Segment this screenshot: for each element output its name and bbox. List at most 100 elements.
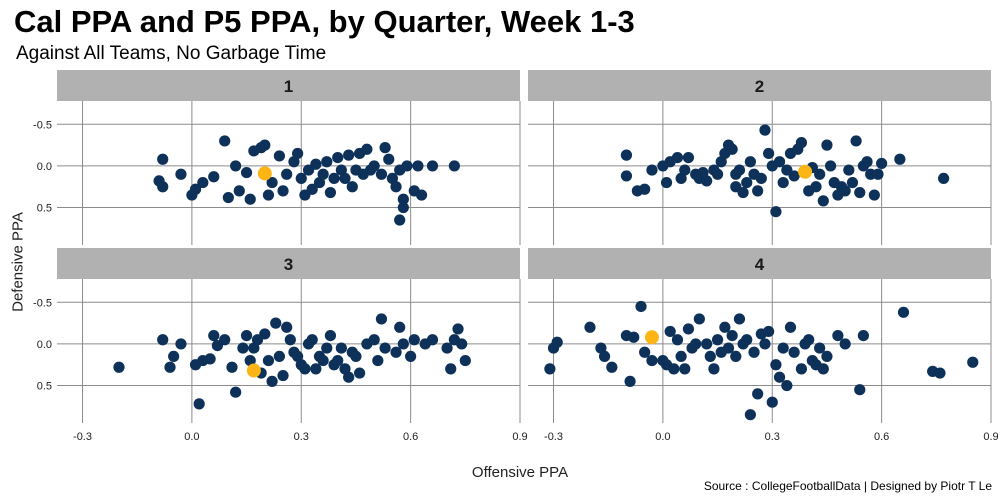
p5-point bbox=[551, 336, 563, 348]
y-tick-label: -0.5 bbox=[33, 119, 52, 131]
p5-point bbox=[668, 363, 680, 375]
p5-point bbox=[682, 152, 695, 164]
p5-point bbox=[157, 334, 169, 346]
p5-point bbox=[824, 160, 837, 172]
p5-point bbox=[197, 176, 209, 189]
p5-point bbox=[544, 363, 556, 375]
p5-point bbox=[448, 160, 460, 172]
p5-point bbox=[646, 354, 658, 367]
chart-title: Cal PPA and P5 PPA, by Quarter, Week 1-3 bbox=[14, 4, 635, 39]
p5-point bbox=[270, 317, 282, 329]
p5-point bbox=[744, 409, 756, 421]
p5-point bbox=[397, 193, 409, 205]
p5-point bbox=[452, 323, 464, 335]
p5-point bbox=[237, 342, 249, 354]
p5-point bbox=[679, 164, 691, 176]
p5-point bbox=[854, 186, 866, 199]
p5-point bbox=[343, 371, 355, 383]
p5-point bbox=[222, 191, 234, 204]
facet-strip bbox=[57, 70, 520, 101]
cal-point bbox=[246, 363, 261, 378]
p5-point bbox=[664, 325, 676, 338]
p5-point bbox=[744, 156, 756, 168]
p5-point bbox=[795, 137, 808, 149]
p5-point bbox=[259, 139, 271, 151]
facet-strip-label: 4 bbox=[755, 255, 765, 274]
p5-point bbox=[846, 176, 859, 189]
y-tick-label: 0.0 bbox=[37, 161, 52, 173]
chart-subtitle: Against All Teams, No Garbage Time bbox=[16, 43, 327, 64]
p5-point bbox=[639, 183, 651, 195]
p5-point bbox=[788, 170, 800, 182]
p5-point bbox=[660, 176, 673, 189]
p5-point bbox=[394, 214, 406, 226]
p5-point bbox=[872, 168, 884, 180]
p5-point bbox=[795, 363, 808, 375]
p5-point bbox=[704, 350, 716, 363]
p5-point bbox=[353, 367, 366, 379]
p5-point bbox=[777, 342, 789, 354]
p5-point bbox=[857, 330, 870, 342]
p5-point bbox=[175, 168, 187, 180]
p5-point bbox=[584, 321, 596, 333]
p5-point bbox=[208, 330, 220, 342]
p5-point bbox=[894, 153, 906, 165]
p5-point bbox=[405, 350, 417, 363]
p5-point bbox=[383, 153, 395, 165]
p5-point bbox=[682, 323, 695, 335]
p5-point bbox=[277, 185, 289, 197]
y-axis-label: Defensive PPA bbox=[9, 212, 27, 312]
p5-point bbox=[375, 313, 388, 325]
p5-point bbox=[445, 363, 457, 375]
y-tick-label: 0.5 bbox=[37, 203, 52, 215]
p5-point bbox=[324, 186, 337, 199]
p5-point bbox=[733, 164, 746, 176]
p5-point bbox=[832, 330, 844, 342]
p5-point bbox=[259, 328, 271, 340]
p5-point bbox=[397, 338, 409, 350]
p5-point bbox=[273, 350, 285, 363]
p5-point bbox=[843, 164, 855, 176]
p5-point bbox=[752, 388, 764, 400]
p5-point bbox=[759, 124, 771, 136]
p5-point bbox=[175, 338, 187, 350]
p5-point bbox=[281, 168, 293, 180]
x-tick-label: 0.0 bbox=[184, 431, 199, 443]
p5-point bbox=[967, 356, 979, 368]
p5-point bbox=[854, 384, 866, 396]
p5-point bbox=[346, 181, 358, 193]
x-tick-label: 0.6 bbox=[874, 431, 889, 443]
p5-point bbox=[456, 338, 468, 350]
facet-strip-label: 2 bbox=[755, 77, 764, 96]
cal-point bbox=[257, 166, 272, 181]
facet-strip-label: 3 bbox=[284, 255, 293, 274]
p5-point bbox=[113, 361, 125, 373]
x-tick-label: 0.6 bbox=[403, 431, 418, 443]
p5-point bbox=[755, 172, 767, 185]
p5-point bbox=[233, 185, 245, 197]
p5-point bbox=[897, 306, 910, 318]
x-tick-label: 0.3 bbox=[294, 431, 309, 443]
p5-point bbox=[821, 350, 833, 363]
p5-point bbox=[770, 359, 782, 371]
p5-point bbox=[317, 354, 329, 367]
y-tick-label: -0.5 bbox=[33, 297, 52, 309]
p5-point bbox=[839, 338, 851, 350]
p5-point bbox=[814, 342, 826, 354]
p5-point bbox=[230, 386, 242, 398]
p5-point bbox=[733, 313, 746, 325]
facet-strip bbox=[57, 248, 520, 279]
p5-point bbox=[773, 371, 786, 383]
p5-point bbox=[379, 142, 391, 154]
p5-point bbox=[306, 183, 318, 195]
p5-point bbox=[168, 350, 180, 363]
p5-point bbox=[934, 367, 946, 379]
p5-point bbox=[317, 168, 329, 180]
p5-point bbox=[784, 321, 797, 333]
p5-point bbox=[157, 153, 169, 165]
p5-point bbox=[938, 172, 950, 185]
p5-point bbox=[788, 346, 800, 358]
p5-point bbox=[306, 334, 318, 346]
y-tick-label: 0.5 bbox=[37, 381, 52, 393]
p5-point bbox=[244, 354, 256, 367]
